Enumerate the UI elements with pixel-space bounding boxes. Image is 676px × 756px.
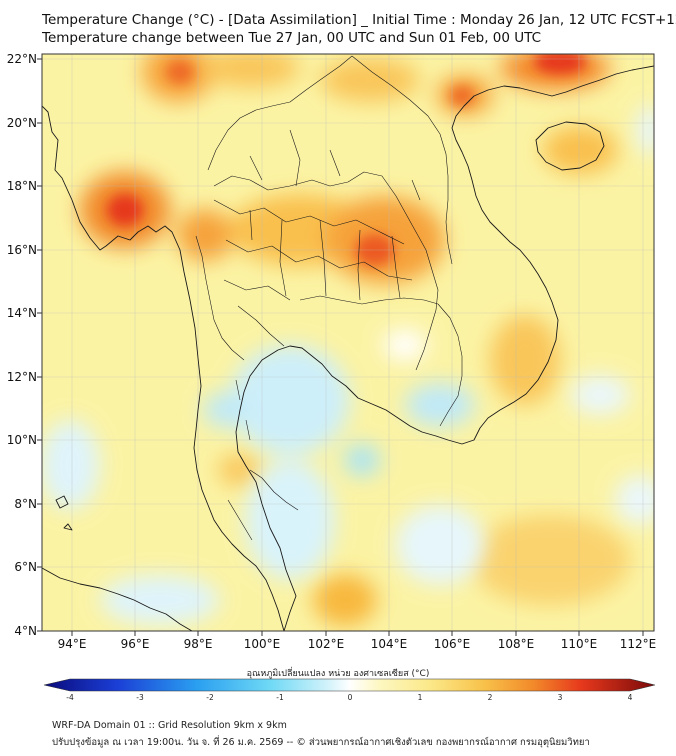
thailand-malaysia-border	[249, 469, 299, 511]
footer-credit: ปรับปรุงข้อมูล ณ เวลา 19:00น. วัน จ. ที่…	[52, 737, 590, 748]
lon-label: 100°E	[244, 637, 281, 651]
colorbar-ticks: -4 -3 -2 -1 0 1 2 3 4	[66, 693, 632, 702]
hot-core	[166, 60, 194, 84]
country-borders	[195, 55, 463, 541]
title-line-1: Temperature Change (°C) - [Data Assimila…	[42, 12, 676, 28]
longitude-labels: 94°E 96°E 98°E 100°E 102°E 104°E 106°E 1…	[58, 637, 657, 651]
warm-blob	[542, 126, 618, 174]
hot-core	[107, 194, 143, 226]
lat-label: 18°N	[7, 179, 37, 193]
thailand-laos-border	[213, 171, 439, 371]
cool-blob	[405, 383, 475, 427]
map-panel	[42, 54, 654, 631]
colorbar-tick: -2	[206, 693, 214, 702]
warm-blob	[490, 315, 560, 405]
colorbar-bar	[43, 678, 656, 692]
colorbar-tick: -1	[276, 693, 284, 702]
cool-blob	[395, 505, 485, 585]
map-frame	[41, 53, 655, 632]
sumatra-coast	[42, 567, 193, 631]
colorbar-title: อุณหภูมิเปลี่ยนแปลง หน่วย องศาเซลเซียส (…	[246, 669, 430, 679]
cool-anomaly-layer	[42, 105, 654, 625]
graticule	[42, 54, 654, 631]
colorbar-tick: 4	[628, 693, 633, 702]
lat-label: 6°N	[14, 560, 37, 574]
lon-label: 102°E	[308, 637, 345, 651]
warm-blob	[320, 58, 420, 102]
lat-label: 22°N	[7, 52, 37, 66]
lat-label: 14°N	[7, 306, 37, 320]
small-island	[55, 495, 69, 509]
lon-label: 110°E	[561, 637, 598, 651]
small-island	[63, 523, 73, 531]
gulf-of-thailand-coast	[235, 65, 654, 631]
warm-blob	[177, 209, 233, 261]
lon-label: 96°E	[121, 637, 150, 651]
colorbar-tick: 0	[348, 693, 353, 702]
myanmar-thailand-border	[195, 235, 245, 361]
cool-blob	[100, 575, 220, 625]
lon-label: 108°E	[498, 637, 535, 651]
lon-label: 98°E	[184, 637, 213, 651]
warm-blob	[470, 515, 630, 605]
cambodia-vietnam-border	[437, 303, 463, 427]
title-line-2: Temperature change between Tue 27 Jan, 0…	[42, 30, 542, 46]
coastlines	[42, 65, 654, 631]
lat-label: 20°N	[7, 116, 37, 130]
lat-label: 8°N	[14, 497, 37, 511]
footer-model-info: WRF-DA Domain 01 :: Grid Resolution 9km …	[52, 720, 287, 731]
cool-blob	[203, 392, 247, 428]
lat-label: 16°N	[7, 243, 37, 257]
cool-blob	[615, 475, 654, 525]
colorbar-tick: 2	[488, 693, 493, 702]
lat-label: 10°N	[7, 433, 37, 447]
warm-blob	[218, 454, 262, 486]
myanmar-thailand-border	[207, 55, 353, 171]
laos-vietnam-border	[351, 55, 453, 265]
axis-ticks	[37, 58, 644, 636]
lon-label: 104°E	[371, 637, 408, 651]
colorbar-tick: 3	[558, 693, 563, 702]
cool-blob	[245, 460, 335, 580]
thailand-cambodia-border	[299, 295, 439, 305]
hainan-island	[535, 121, 605, 171]
latitude-labels: 22°N 20°N 18°N 16°N 14°N 12°N 10°N 8°N 6…	[7, 52, 37, 638]
cool-blob	[570, 375, 630, 415]
lat-label: 4°N	[14, 624, 37, 638]
cool-blob	[636, 105, 654, 155]
lon-label: 106°E	[434, 637, 471, 651]
inner-province-lines	[213, 129, 421, 541]
hot-core	[450, 86, 474, 106]
cool-blob	[230, 345, 350, 455]
cool-blob	[42, 420, 100, 510]
colorbar-tick: 1	[418, 693, 423, 702]
warm-blob	[200, 54, 300, 88]
lat-label: 12°N	[7, 370, 37, 384]
colorbar-tick: -3	[136, 693, 144, 702]
colorbar-tick: -4	[66, 693, 74, 702]
colorbar: -4 -3 -2 -1 0 1 2 3 4	[43, 678, 656, 702]
lon-label: 112°E	[620, 637, 657, 651]
neutral-blob	[383, 329, 427, 361]
cool-blob	[344, 444, 380, 476]
bay-of-bengal-coast	[42, 105, 285, 631]
warm-anomaly-layer	[80, 54, 630, 626]
lon-label: 94°E	[58, 637, 87, 651]
warm-blob	[313, 574, 377, 626]
